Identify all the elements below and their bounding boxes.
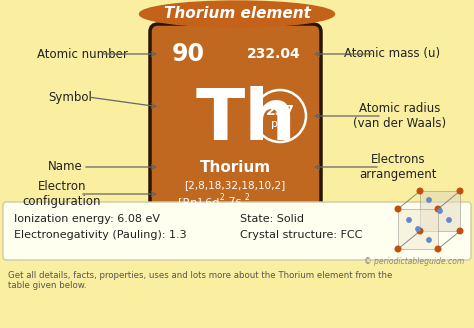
Text: Thorium element: Thorium element [164, 7, 310, 22]
Circle shape [427, 238, 431, 242]
Text: Th: Th [196, 86, 297, 154]
FancyBboxPatch shape [150, 24, 321, 228]
Text: 90: 90 [172, 42, 205, 66]
Text: Atomic number: Atomic number [36, 48, 128, 60]
Ellipse shape [139, 1, 335, 27]
Text: pm: pm [271, 119, 289, 129]
Circle shape [395, 206, 401, 212]
Text: Electron
configuration: Electron configuration [23, 180, 101, 208]
Text: Get all details, facts, properties, uses and lots more about the Thorium element: Get all details, facts, properties, uses… [8, 271, 392, 279]
Circle shape [395, 246, 401, 252]
Text: 2: 2 [245, 194, 250, 202]
Text: Ionization energy: 6.08 eV: Ionization energy: 6.08 eV [14, 214, 160, 224]
Circle shape [427, 198, 431, 202]
Circle shape [435, 206, 441, 212]
FancyBboxPatch shape [3, 202, 471, 260]
Circle shape [416, 227, 420, 231]
Polygon shape [398, 209, 438, 249]
Text: Crystal structure: FCC: Crystal structure: FCC [240, 230, 363, 240]
Text: table given below.: table given below. [8, 281, 87, 291]
Text: State: Solid: State: Solid [240, 214, 304, 224]
Circle shape [417, 228, 423, 234]
Text: [Rn] 6d: [Rn] 6d [178, 197, 219, 207]
Text: Atomic mass (u): Atomic mass (u) [344, 48, 440, 60]
Text: Electrons
arrangement: Electrons arrangement [359, 153, 437, 181]
Circle shape [438, 209, 442, 213]
Circle shape [447, 218, 451, 222]
Circle shape [407, 218, 411, 222]
Polygon shape [420, 191, 460, 231]
Circle shape [457, 188, 463, 194]
Text: 237: 237 [265, 104, 294, 118]
Circle shape [457, 228, 463, 234]
Text: © periodictableguide.com: © periodictableguide.com [364, 256, 464, 265]
Text: [2,8,18,32,18,10,2]: [2,8,18,32,18,10,2] [184, 180, 286, 190]
Text: Thorium: Thorium [200, 159, 271, 174]
Circle shape [435, 246, 441, 252]
Text: Electronegativity (Pauling): 1.3: Electronegativity (Pauling): 1.3 [14, 230, 187, 240]
Text: 232.04: 232.04 [247, 47, 301, 61]
Text: Name: Name [47, 160, 82, 174]
Circle shape [417, 188, 423, 194]
Text: 2: 2 [220, 194, 225, 202]
Text: Symbol: Symbol [48, 91, 92, 104]
Text: 7s: 7s [225, 197, 241, 207]
Text: Atomic radius
(van der Waals): Atomic radius (van der Waals) [354, 102, 447, 130]
